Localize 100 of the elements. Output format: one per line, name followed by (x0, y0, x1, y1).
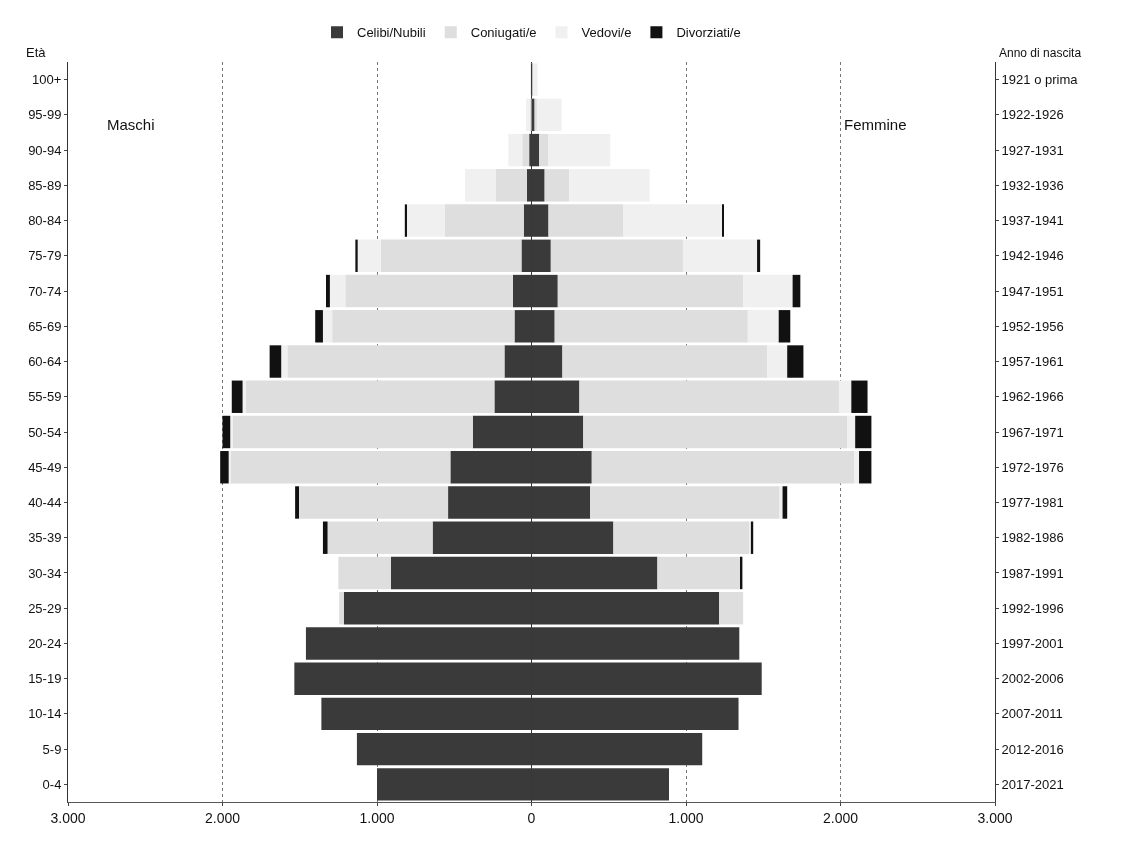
bar (355, 239, 358, 273)
bar (792, 274, 801, 308)
y-tick-label: 45-49 (28, 459, 62, 475)
x-tick-label: 1.000 (359, 809, 395, 826)
legend-label: Coniugati/e (470, 25, 537, 41)
y-tick-label: 25-29 (28, 600, 62, 616)
bar (838, 380, 852, 413)
y-tick-label: 95-99 (28, 107, 62, 123)
bar (613, 521, 750, 554)
bar (281, 345, 288, 378)
bar (591, 451, 855, 484)
y2-tick-label: 1952-1956 (1001, 318, 1064, 334)
y2-tick-label: 1982-1986 (1001, 530, 1064, 546)
bar (743, 274, 793, 308)
y2-tick-label: 1972-1976 (1001, 459, 1064, 475)
x-tick-label: 3.000 (977, 809, 1013, 826)
bar (757, 239, 761, 273)
y-tick-label: 15-19 (28, 671, 62, 687)
bar (230, 415, 233, 449)
y2-tick-label: 1957-1961 (1001, 354, 1064, 370)
bar (579, 380, 839, 413)
bar (767, 345, 788, 378)
bar (719, 591, 744, 625)
bar (855, 415, 872, 449)
y2-tick-label: 1967-1971 (1001, 424, 1064, 440)
x-tick-label: 2.000 (822, 809, 859, 826)
bar (522, 133, 530, 167)
bar (230, 451, 451, 484)
y2-tick-label: 1932-1936 (1001, 177, 1064, 193)
y2-tick-label: 2007-2011 (1001, 706, 1063, 722)
bar (778, 310, 791, 343)
bar (465, 169, 496, 202)
y2-tick-label: 1962-1966 (1001, 389, 1064, 405)
bar (859, 451, 872, 484)
bar (322, 521, 328, 554)
y-tick-label: 75-79 (28, 248, 62, 264)
bar (231, 380, 243, 413)
y2-tick-label: 1987-1991 (1001, 565, 1064, 581)
bar (245, 380, 495, 413)
y-tick-label: 60-64 (28, 354, 62, 370)
bar (548, 204, 624, 237)
annotation: Femmine (844, 116, 907, 133)
annotation: Maschi (107, 116, 155, 133)
y2-tick-label: 2002-2006 (1001, 671, 1064, 687)
bar (315, 310, 323, 343)
y-tick-label: 40-44 (28, 495, 62, 511)
bar (623, 204, 723, 237)
bar (357, 239, 381, 273)
bar (548, 133, 611, 167)
bar (532, 63, 538, 96)
bar (779, 486, 783, 519)
legend-label: Celibi/Nubili (357, 25, 426, 41)
bar (322, 310, 333, 343)
bar (444, 204, 524, 237)
bar (557, 274, 744, 308)
y-tick-label: 70-74 (28, 283, 62, 299)
bar (657, 556, 741, 590)
bar (404, 204, 407, 237)
bar (339, 591, 344, 625)
y-tick-label: 20-24 (28, 635, 62, 651)
bar (380, 239, 522, 273)
y-tick-label: 80-84 (28, 213, 62, 229)
bar (326, 274, 330, 308)
y2-tick-label: 1947-1951 (1001, 283, 1064, 299)
y-tick-label: 85-89 (28, 177, 62, 193)
bar (269, 345, 282, 378)
bar (544, 169, 570, 202)
y-tick-label: 50-54 (28, 424, 62, 440)
y-tick-label: 30-34 (28, 565, 62, 581)
bar (536, 98, 562, 132)
bar (298, 486, 449, 519)
bar (242, 380, 246, 413)
legend-label: Vedovi/e (581, 25, 632, 41)
bar (550, 239, 683, 273)
x-tick-label: 3.000 (50, 809, 86, 826)
bar (583, 415, 848, 449)
bar (747, 310, 779, 343)
bar (232, 415, 473, 449)
bar (495, 169, 527, 202)
bar (345, 274, 513, 308)
bar (531, 169, 545, 202)
bar (338, 556, 391, 590)
y2-axis-title: Anno di nascita (999, 46, 1082, 60)
bar (287, 345, 505, 378)
bar (787, 345, 804, 378)
legend-label: Divorziati/e (676, 25, 741, 41)
y2-tick-label: 2017-2021 (1001, 776, 1064, 792)
bar (329, 274, 346, 308)
y2-tick-label: 1927-1931 (1001, 142, 1064, 158)
bar (569, 169, 650, 202)
y2-tick-label: 2012-2016 (1001, 741, 1064, 757)
bar (539, 133, 549, 167)
y-tick-label: 65-69 (28, 318, 62, 334)
y2-tick-label: 1997-2001 (1001, 635, 1064, 651)
bar (847, 415, 856, 449)
bar (682, 239, 758, 273)
bar (406, 204, 445, 237)
bar (562, 345, 768, 378)
y2-tick-label: 1942-1946 (1001, 248, 1064, 264)
bar (508, 133, 523, 167)
